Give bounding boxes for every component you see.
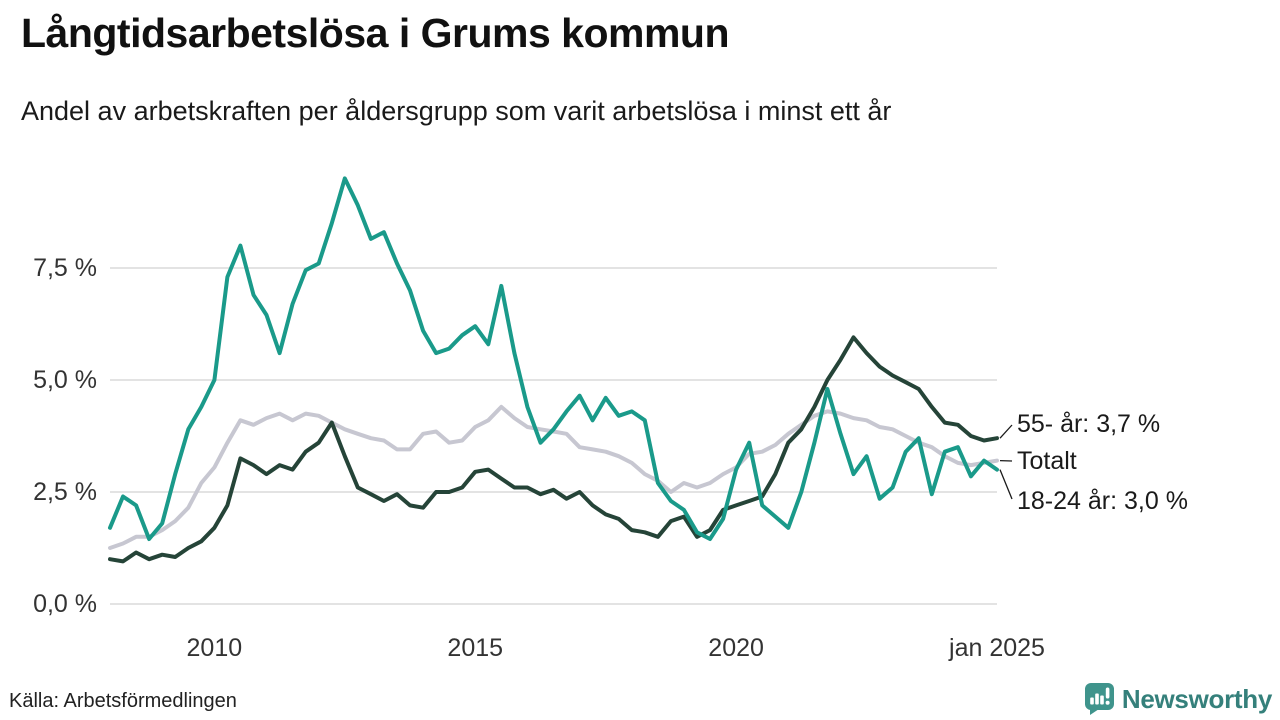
bar-chart-glyph	[1090, 693, 1104, 705]
y-tick-label: 2,5 %	[33, 478, 97, 506]
series-end-label-55-ar: 55- år: 3,7 %	[1017, 410, 1161, 438]
x-tick-label: 2020	[708, 634, 764, 662]
chart-subtitle: Andel av arbetskraften per åldersgrupp s…	[21, 96, 892, 126]
x-tick-label: 2015	[447, 634, 504, 662]
leader-line-55-ar	[999, 424, 1013, 439]
series-line-55-ar	[108, 335, 999, 564]
newsworthy-wordmark: Newsworthy	[1121, 683, 1272, 714]
exclamation-glyph	[1105, 687, 1110, 705]
y-tick-label: 5,0 %	[33, 366, 97, 394]
source-note: Källa: Arbetsförmedlingen	[9, 690, 237, 712]
x-tick-label: 2010	[186, 634, 243, 662]
y-tick-label: 7,5 %	[33, 254, 97, 282]
leader-line-18-24-ar	[999, 469, 1013, 500]
series-end-label-18-24-ar: 18-24 år: 3,0 %	[1017, 487, 1188, 515]
chart-title: Långtidsarbetslösa i Grums kommun	[21, 10, 730, 56]
newsworthy-logo: Newsworthy	[1084, 682, 1272, 716]
x-tick-label: jan 2025	[949, 634, 1045, 662]
series-end-label-totalt: Totalt	[1017, 447, 1077, 475]
series-line-18-24-ar	[108, 176, 999, 541]
y-tick-label: 0,0 %	[33, 590, 97, 618]
newsworthy-speech-bubble-icon	[1084, 683, 1114, 715]
